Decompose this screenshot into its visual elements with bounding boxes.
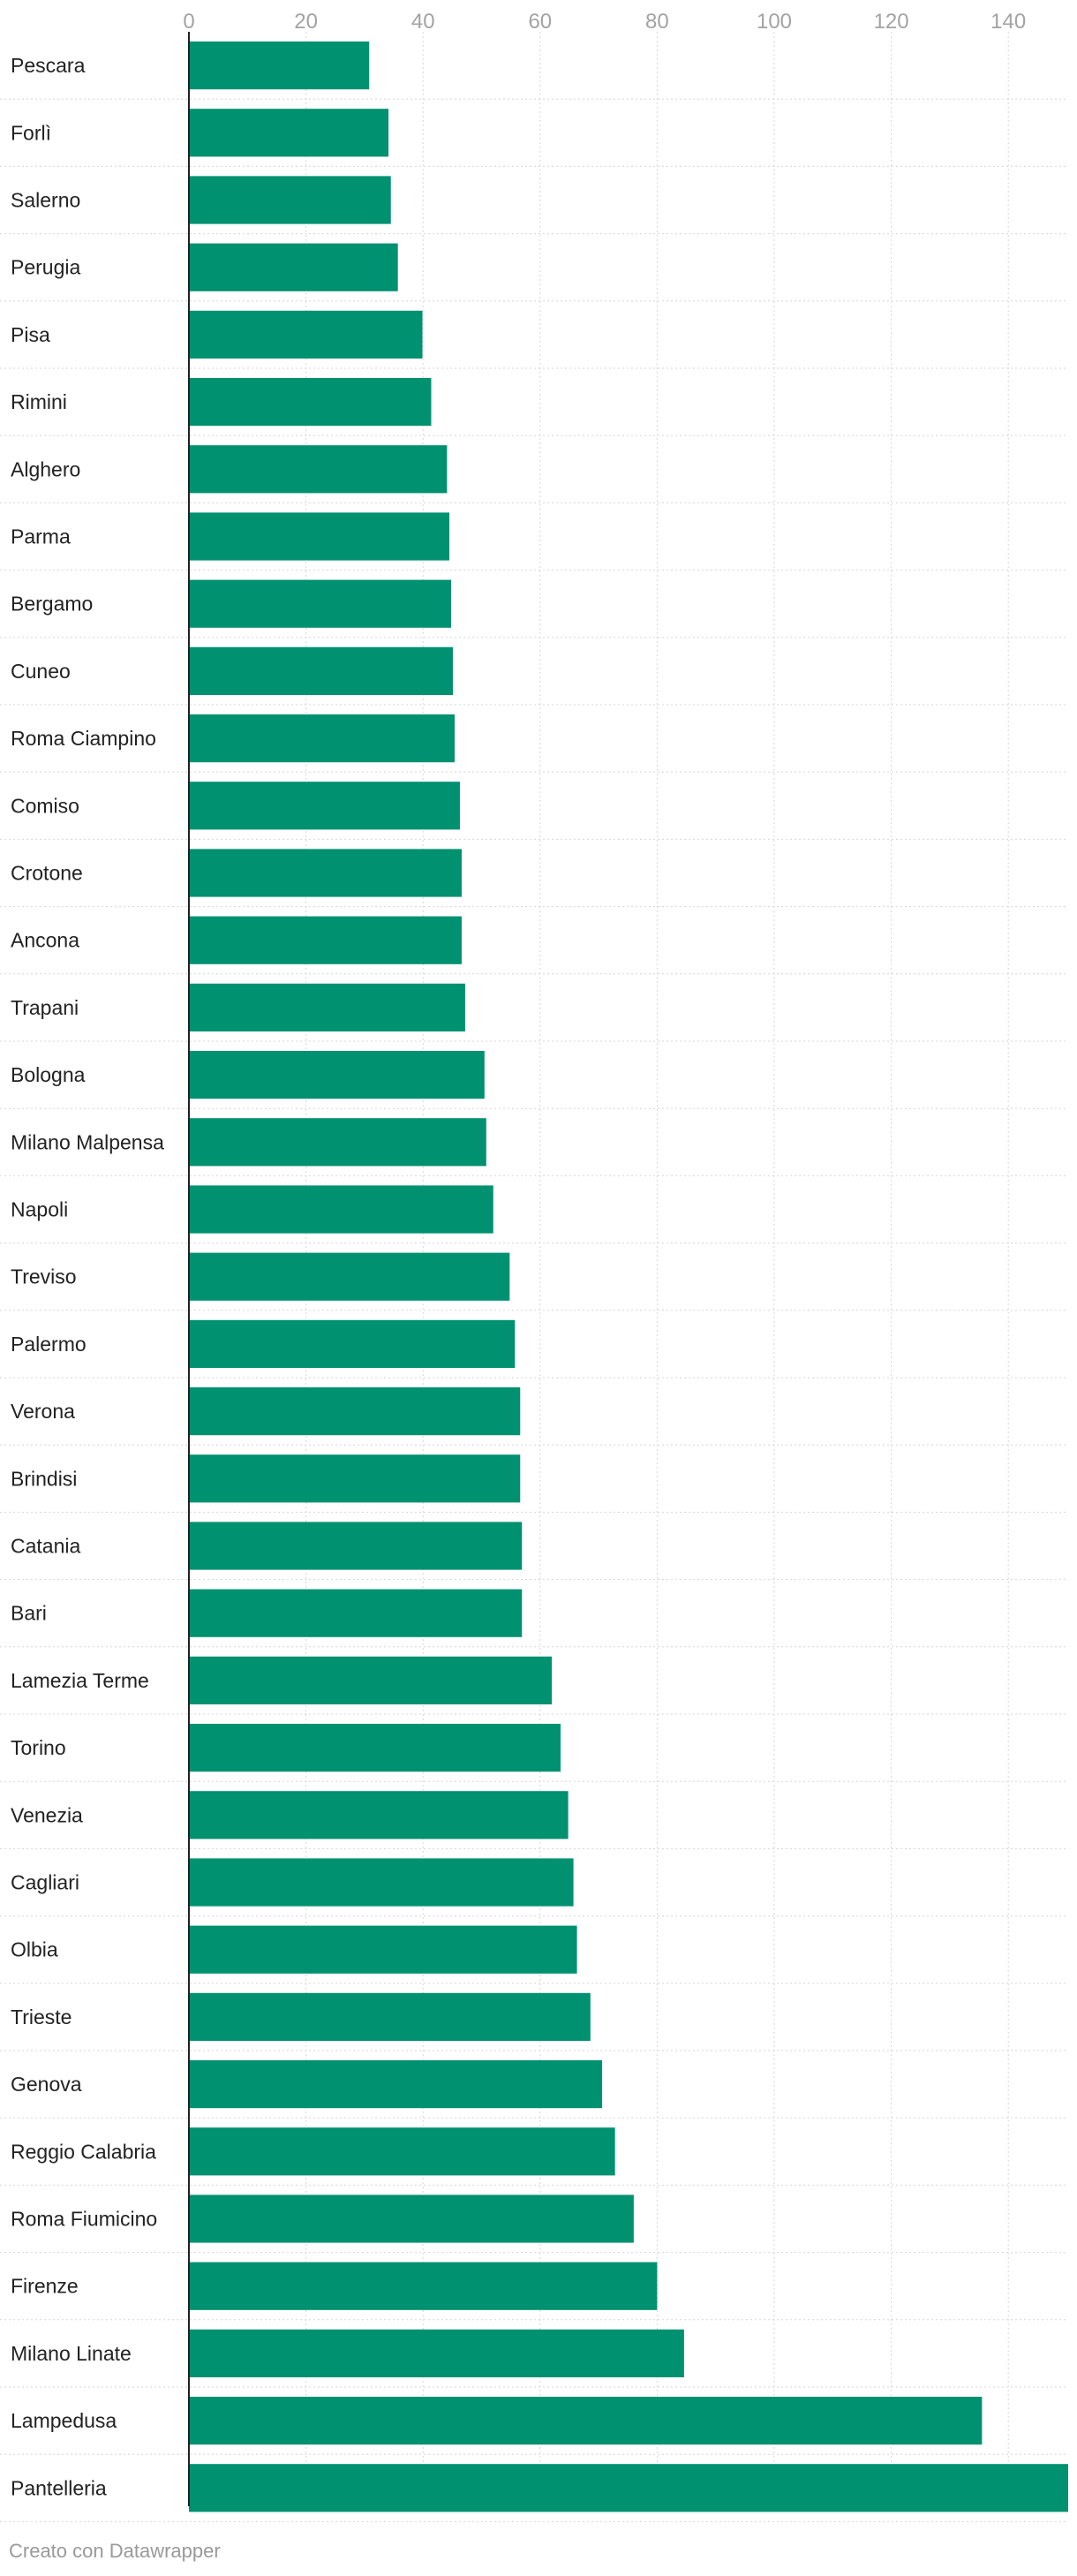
category-label: Alghero: [11, 457, 80, 480]
bar-treviso: [189, 1252, 510, 1301]
bar-catania: [189, 1522, 523, 1570]
bar-pescara: [189, 42, 370, 90]
category-label: Roma Fiumicino: [11, 2208, 157, 2231]
category-label: Forlì: [11, 121, 51, 144]
x-tick-label: 100: [757, 10, 792, 34]
bar-trieste: [189, 1992, 591, 2041]
category-label: Salerno: [11, 189, 80, 212]
category-label: Crotone: [11, 862, 83, 885]
x-tick-label: 120: [874, 10, 909, 34]
bar-trapani: [189, 983, 465, 1031]
grid-lines: [0, 32, 1068, 2522]
bar-firenze: [189, 2262, 658, 2310]
bar-alghero: [189, 445, 448, 494]
x-tick-label: 0: [183, 10, 194, 34]
category-label: Bari: [11, 1602, 47, 1625]
category-label: Ancona: [11, 929, 79, 952]
bar-pantelleria: [189, 2464, 1068, 2512]
category-label: Roma Ciampino: [11, 727, 156, 750]
category-label: Trieste: [11, 2006, 72, 2028]
bar-verona: [189, 1387, 521, 1436]
bar-roma-ciampino: [189, 714, 456, 763]
category-label: Comiso: [11, 794, 79, 817]
category-label: Reggio Calabria: [11, 2140, 156, 2163]
bar-reggio-calabria: [189, 2127, 615, 2176]
bar-venezia: [189, 1791, 569, 1839]
bar-perugia: [189, 243, 398, 291]
category-label: Milano Malpensa: [11, 1130, 164, 1153]
footer-credit: Creato con Datawrapper: [9, 2540, 221, 2562]
x-tick-label: 40: [411, 10, 435, 34]
x-tick-label: 80: [645, 10, 669, 34]
bar-cuneo: [189, 646, 454, 695]
bar-crotone: [189, 849, 462, 897]
bar-brindisi: [189, 1454, 521, 1503]
x-tick-label: 20: [294, 10, 318, 34]
category-label: Milano Linate: [11, 2342, 132, 2365]
category-label: Torino: [11, 1736, 66, 1759]
bar-pisa: [189, 310, 423, 359]
category-label: Perugia: [11, 256, 80, 279]
bar-lamezia-terme: [189, 1656, 553, 1704]
bar-forl-: [189, 109, 389, 157]
category-label: Pescara: [11, 54, 86, 77]
category-label: Parma: [11, 525, 71, 548]
category-label: Olbia: [11, 1938, 58, 1961]
bar-milano-malpensa: [189, 1118, 486, 1167]
bar-napoli: [189, 1185, 493, 1234]
bar-comiso: [189, 782, 460, 830]
x-tick-label: 60: [528, 10, 552, 34]
bar-cagliari: [189, 1858, 574, 1907]
bar-olbia: [189, 1925, 577, 1974]
category-label: Venezia: [11, 1803, 83, 1826]
category-label: Genova: [11, 2073, 82, 2096]
bar-bergamo: [189, 579, 452, 628]
category-label: Brindisi: [11, 1467, 77, 1490]
bar-ancona: [189, 916, 462, 964]
bar-lampedusa: [189, 2397, 983, 2445]
category-label: Cuneo: [11, 660, 71, 683]
category-label: Rimini: [11, 390, 67, 413]
bar-torino: [189, 1724, 561, 1772]
bar-milano-linate: [189, 2329, 684, 2377]
category-label: Bergamo: [11, 593, 93, 616]
bar-roma-fiumicino: [189, 2195, 634, 2243]
bars: [189, 42, 1068, 2512]
category-label: Napoli: [11, 1198, 68, 1221]
category-label: Pantelleria: [11, 2476, 107, 2499]
bar-rimini: [189, 378, 432, 427]
bar-palermo: [189, 1319, 516, 1368]
category-label: Lampedusa: [11, 2409, 117, 2432]
category-label: Verona: [11, 1400, 75, 1423]
bar-bari: [189, 1589, 523, 1637]
category-labels: Pescara Forlì Salerno Perugia Pisa Rimini Algh…: [11, 54, 164, 2499]
category-label: Pisa: [11, 323, 50, 346]
category-label: Trapani: [11, 996, 79, 1019]
category-label: Lamezia Terme: [11, 1669, 149, 1692]
bar-bologna: [189, 1051, 485, 1099]
category-label: Treviso: [11, 1265, 77, 1288]
category-label: Palermo: [11, 1333, 87, 1356]
bar-parma: [189, 512, 450, 561]
category-label: Firenze: [11, 2275, 79, 2298]
category-label: Bologna: [11, 1063, 86, 1086]
bar-salerno: [189, 176, 391, 224]
bar-genova: [189, 2060, 603, 2109]
category-label: Catania: [11, 1535, 80, 1558]
x-axis-ticks: 0 20 40 60 80 100 120 140: [183, 10, 1026, 34]
category-label: Cagliari: [11, 1871, 79, 1894]
x-tick-label: 140: [990, 10, 1026, 34]
